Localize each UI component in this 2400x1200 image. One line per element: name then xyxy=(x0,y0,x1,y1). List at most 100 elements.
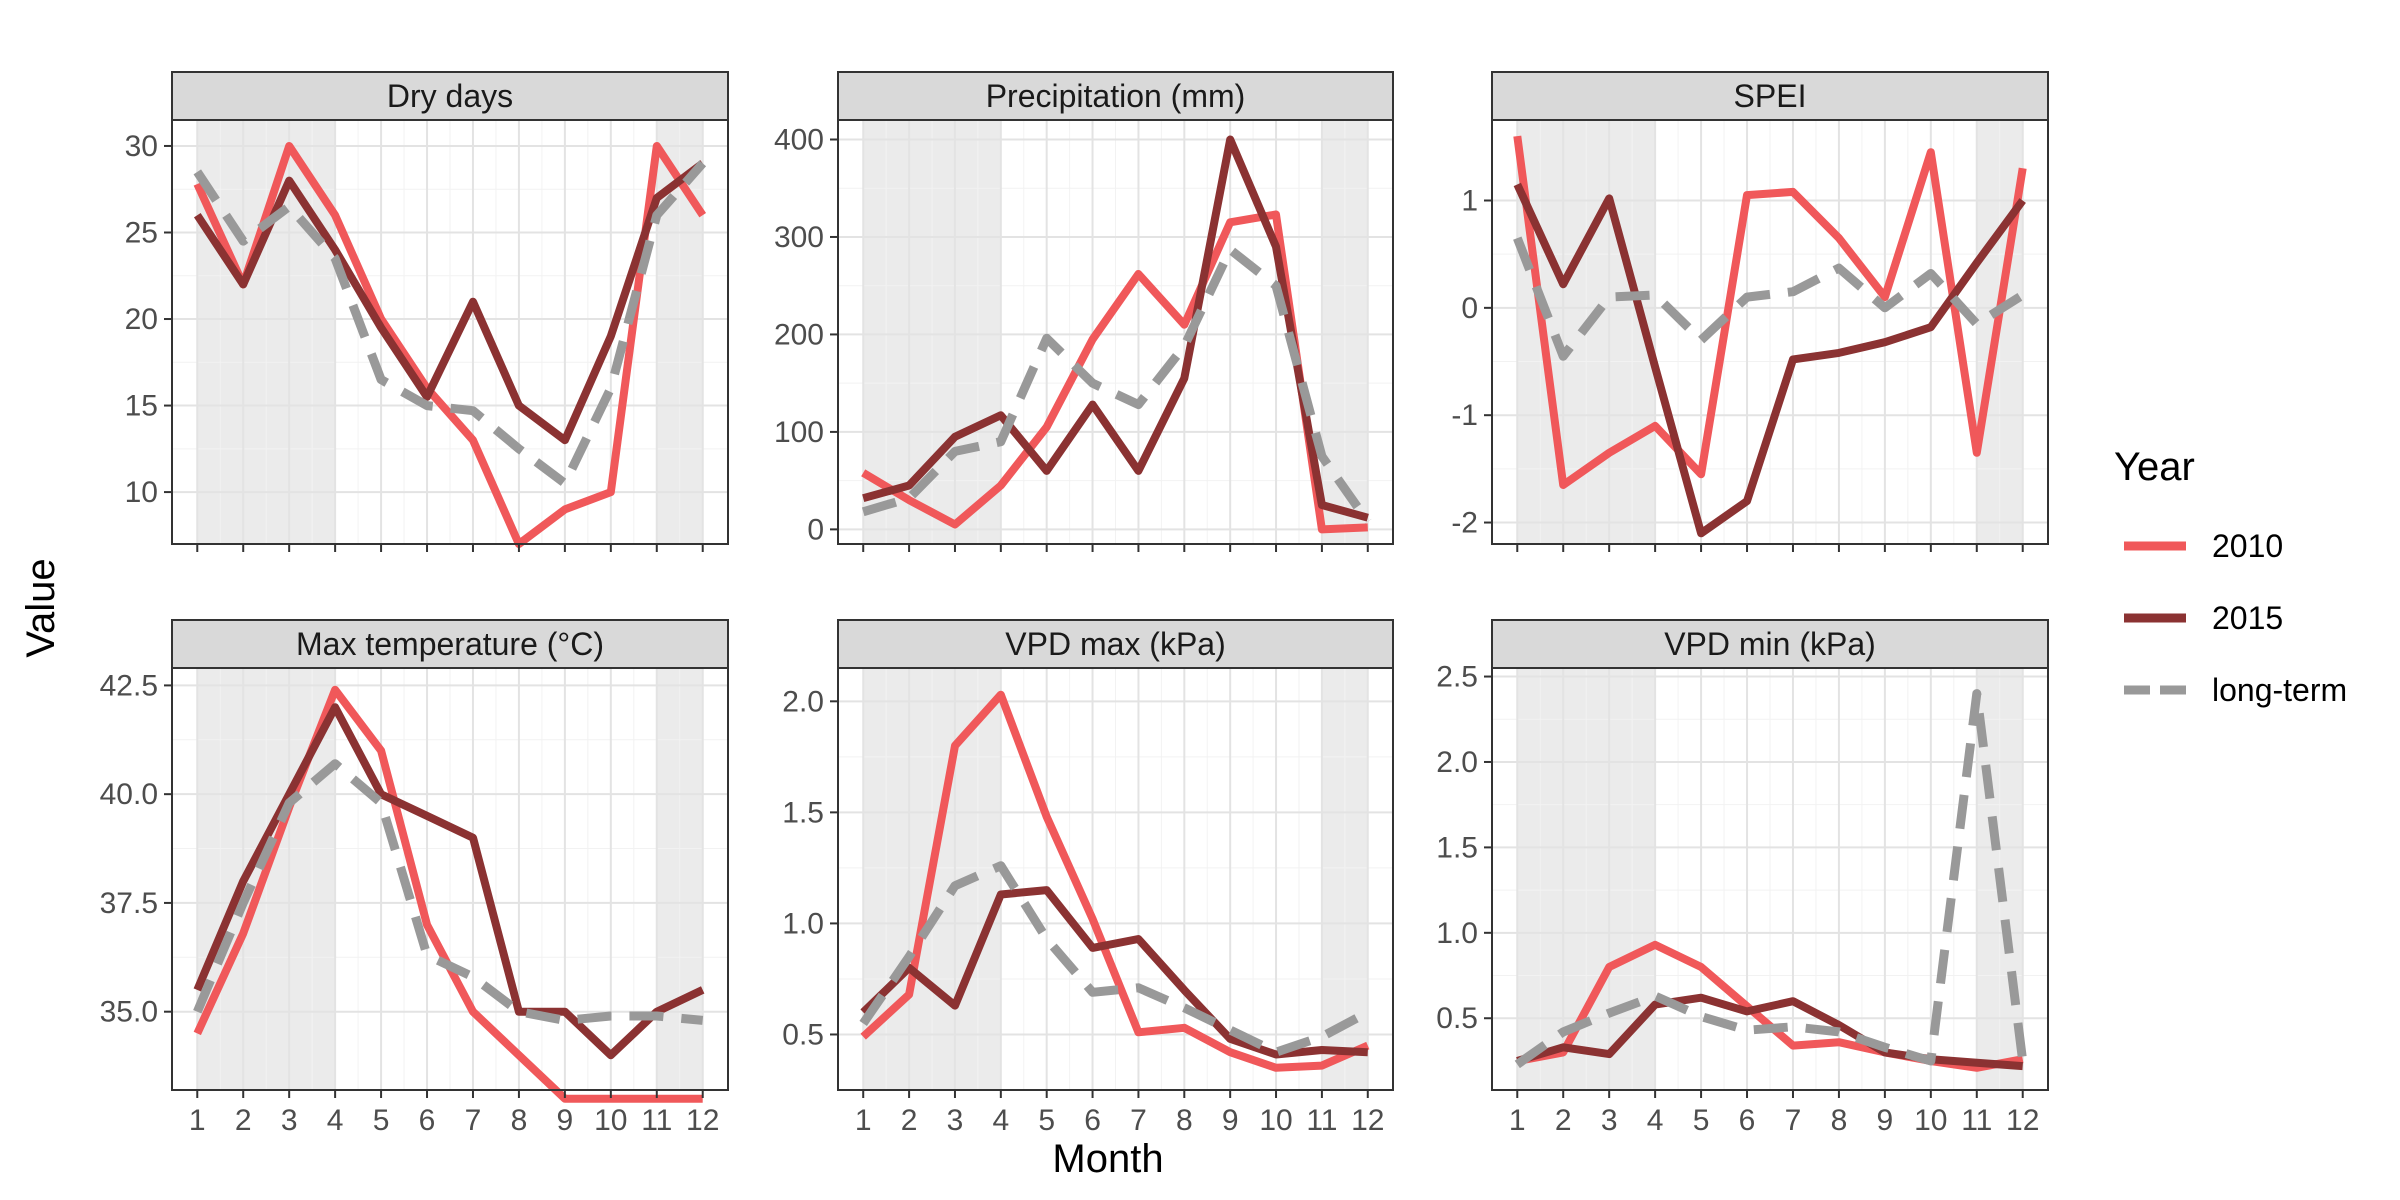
y-tick-label: 37.5 xyxy=(100,887,158,920)
x-tick-label: 12 xyxy=(2006,1104,2039,1137)
x-tick-label: 9 xyxy=(1222,1104,1239,1137)
panel-4: Max temperature (°C)35.037.540.042.51 2 3 4… xyxy=(100,619,729,1137)
x-tick-label: 7 xyxy=(1130,1104,1147,1137)
panel-1: Dry days 10 15 20 25 30 xyxy=(125,71,729,552)
y-tick-label: 42.5 xyxy=(100,669,158,702)
panel-title: VPD min (kPa) xyxy=(1664,626,1876,662)
y-tick-label: 400 xyxy=(774,123,824,156)
y-tick-label: 2.0 xyxy=(782,685,824,718)
x-axis-title: Month xyxy=(1052,1137,1163,1181)
y-tick-label: 300 xyxy=(774,221,824,254)
panel-6: VPD min (kPa)0.51.01.52.02.51 2 3 4 5 6 7 8 9 10 1… xyxy=(1436,619,2049,1137)
series-line-long-term xyxy=(1513,236,2026,361)
y-tick-label: 0 xyxy=(1461,292,1478,325)
y-tick-label: -2 xyxy=(1451,507,1478,540)
y-tick-label: 15 xyxy=(125,390,158,423)
x-tick-label: 1 xyxy=(1509,1104,1526,1137)
y-tick-label: 0 xyxy=(807,513,824,546)
x-tick-label: 11 xyxy=(641,1104,672,1137)
legend-label: 2010 xyxy=(2212,528,2283,564)
x-tick-label: 9 xyxy=(1877,1104,1894,1137)
strip-background xyxy=(837,619,1394,669)
x-tick-label: 10 xyxy=(594,1104,627,1137)
x-tick-label: 6 xyxy=(419,1104,436,1137)
x-tick-label: 8 xyxy=(1831,1104,1848,1137)
x-tick-label: 4 xyxy=(1647,1104,1664,1137)
x-tick-label: 5 xyxy=(1693,1104,1710,1137)
series-line-long-term xyxy=(193,759,704,1025)
x-tick-label: 4 xyxy=(992,1104,1009,1137)
x-tick-label: 2 xyxy=(1555,1104,1572,1137)
y-tick-label: 1.0 xyxy=(1436,917,1478,950)
x-tick-label: 9 xyxy=(557,1104,574,1137)
y-tick-label: -1 xyxy=(1451,399,1478,432)
y-tick-label: 30 xyxy=(125,130,158,163)
panel-title: Precipitation (mm) xyxy=(986,78,1246,114)
y-tick-label: 25 xyxy=(125,216,158,249)
x-tick-label: 12 xyxy=(1351,1104,1384,1137)
series-line-2015 xyxy=(193,703,705,1060)
y-tick-label: 20 xyxy=(125,303,158,336)
series-line-2015 xyxy=(193,160,706,445)
panel-title: SPEI xyxy=(1734,78,1807,114)
series-line-2015 xyxy=(1516,993,2023,1071)
x-tick-label: 7 xyxy=(1785,1104,1802,1137)
panel-5: VPD max (kPa)0.51.01.52.01 2 3 4 5 6 7 8 9 10 11 12 xyxy=(782,619,1394,1137)
y-tick-label: 35.0 xyxy=(100,996,158,1029)
strip-background xyxy=(171,71,729,121)
legend-title: Year xyxy=(2114,445,2195,489)
panel-title: Dry days xyxy=(387,78,513,114)
x-tick-label: 2 xyxy=(901,1104,918,1137)
x-tick-label: 2 xyxy=(235,1104,252,1137)
series-line-2010 xyxy=(1513,135,2027,489)
x-tick-label: 4 xyxy=(327,1104,344,1137)
x-tick-label: 6 xyxy=(1739,1104,1756,1137)
series-line-long-term xyxy=(193,160,707,488)
series-line-long-term xyxy=(859,861,1370,1057)
strip-background xyxy=(1491,619,2049,669)
strip-background xyxy=(171,619,729,669)
y-tick-label: 1.5 xyxy=(782,796,824,829)
series-line-long-term xyxy=(861,245,1372,525)
x-tick-label: 5 xyxy=(1038,1104,1055,1137)
series-line-2010 xyxy=(860,690,1370,1072)
legend-label: 2015 xyxy=(2212,600,2283,636)
x-tick-label: 3 xyxy=(947,1104,964,1137)
y-tick-label: 100 xyxy=(774,416,824,449)
y-tick-label: 2.5 xyxy=(1436,661,1478,694)
x-tick-label: 12 xyxy=(686,1104,719,1137)
x-tick-label: 3 xyxy=(1601,1104,1618,1137)
series-line-long-term xyxy=(1514,689,2028,1069)
y-tick-label: 2.0 xyxy=(1436,746,1478,779)
series-line-2015 xyxy=(862,135,1369,522)
y-tick-label: 0.5 xyxy=(782,1018,824,1051)
x-tick-label: 1 xyxy=(855,1104,872,1137)
x-tick-label: 10 xyxy=(1914,1104,1947,1137)
series-line-2010 xyxy=(193,142,707,548)
x-tick-label: 1 xyxy=(189,1104,206,1137)
panel-title: VPD max (kPa) xyxy=(1005,626,1225,662)
y-tick-label: 200 xyxy=(774,318,824,351)
y-tick-label: 1.5 xyxy=(1436,831,1478,864)
x-tick-label: 10 xyxy=(1259,1104,1292,1137)
y-axis-title: Value xyxy=(19,558,63,657)
x-tick-label: 6 xyxy=(1084,1104,1101,1137)
x-tick-label: 5 xyxy=(373,1104,390,1137)
x-tick-label: 7 xyxy=(465,1104,482,1137)
y-tick-label: 0.5 xyxy=(1436,1002,1478,1035)
x-tick-label: 8 xyxy=(1176,1104,1193,1137)
panel-2: Precipitation (mm) 0 100 200 300 400 xyxy=(774,71,1394,552)
panel-title: Max temperature (°C) xyxy=(296,626,604,662)
y-tick-label: 1.0 xyxy=(782,907,824,940)
y-tick-label: 40.0 xyxy=(100,778,158,811)
x-tick-label: 8 xyxy=(511,1104,528,1137)
y-tick-label: 10 xyxy=(125,476,158,509)
strip-background xyxy=(1491,71,2049,121)
legend: Year 2010 2015 long-term xyxy=(2114,445,2347,708)
panel-3: SPEI -2 -1 0 1 xyxy=(1451,71,2049,552)
y-tick-label: 1 xyxy=(1461,185,1478,218)
x-tick-label: 11 xyxy=(1961,1104,1992,1137)
strip-background xyxy=(837,71,1394,121)
